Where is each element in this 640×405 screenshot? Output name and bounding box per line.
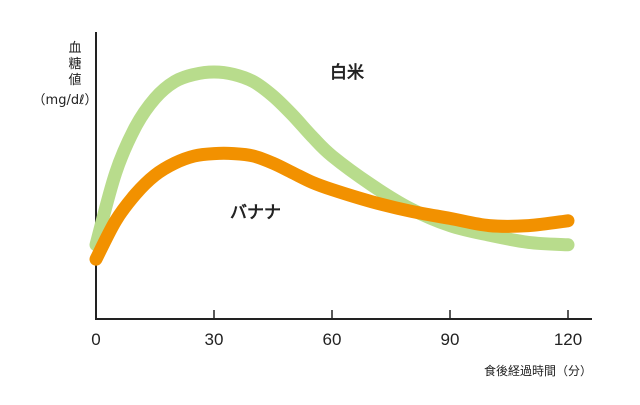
series-line — [89, 146, 575, 266]
x-axis-label: 食後経過時間（分） — [484, 363, 592, 378]
series-label: 白米 — [330, 62, 365, 83]
series-label: バナナ — [230, 203, 281, 223]
series-line — [89, 65, 575, 252]
x-tick-label: 0 — [91, 330, 100, 349]
x-tick-label: 120 — [554, 330, 582, 349]
x-tick-label: 90 — [441, 330, 460, 349]
y-axis-label-line: 糖 — [68, 56, 81, 72]
y-axis-label: 血 糖 値 （mg/dℓ） — [33, 41, 98, 108]
x-tick-label: 30 — [205, 330, 224, 349]
y-axis-label-line: 値 — [68, 72, 81, 88]
y-axis-label-line: （mg/dℓ） — [33, 93, 98, 108]
x-tick-label: 60 — [323, 330, 342, 349]
y-axis-label-line: 血 — [68, 41, 81, 56]
